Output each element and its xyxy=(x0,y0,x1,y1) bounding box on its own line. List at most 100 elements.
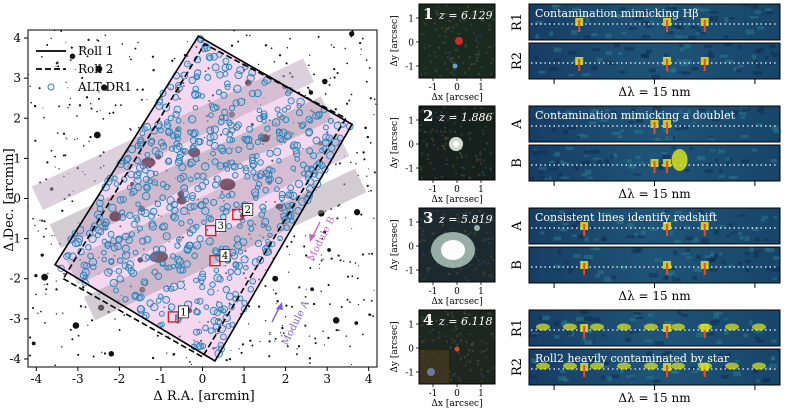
spectrum-noise xyxy=(675,35,684,38)
star-dot xyxy=(129,127,131,130)
alt-source-circle xyxy=(104,241,112,249)
star-dot xyxy=(285,62,288,65)
delta-lambda-label: Δλ = 15 nm xyxy=(618,85,691,99)
alt-source-circle xyxy=(235,146,242,154)
cutout-noise xyxy=(492,219,495,222)
star-dot xyxy=(141,88,144,91)
cutout-noise xyxy=(471,14,474,17)
spectrum-noise xyxy=(726,353,731,357)
star-dot xyxy=(95,65,103,73)
star-dot xyxy=(274,292,277,295)
star-dot xyxy=(280,332,282,334)
spectrum-noise xyxy=(754,328,763,333)
spectrum-noise xyxy=(701,238,709,244)
star-dot xyxy=(64,154,67,157)
spectrum-noise xyxy=(604,159,610,164)
map-x-tick-label: -4 xyxy=(30,372,42,386)
spectrum-noise xyxy=(601,334,607,337)
spectrum-noise xyxy=(668,273,673,278)
alt-source-circle xyxy=(225,63,233,71)
galaxy-blobs xyxy=(109,134,284,263)
spectrum-noise xyxy=(637,235,645,238)
star-dot xyxy=(242,272,245,275)
cutout-noise xyxy=(445,116,448,119)
spectrum-noise xyxy=(763,238,771,241)
cutout-noise xyxy=(421,319,424,322)
spectrum-noise xyxy=(581,14,589,18)
alt-source-circle xyxy=(167,115,174,122)
star-dot xyxy=(72,322,80,329)
star-dot xyxy=(305,288,307,290)
alt-source-circle xyxy=(325,134,333,142)
cutout-noise xyxy=(470,344,473,347)
star-dot xyxy=(35,293,37,296)
cutout-noise xyxy=(482,159,485,162)
alt-source-circle xyxy=(277,235,283,242)
alt-source-circle xyxy=(210,198,218,206)
cutout-noise xyxy=(421,177,424,180)
spectrum-noise xyxy=(722,366,731,371)
spectrum-noise xyxy=(620,129,625,133)
star-dot xyxy=(55,313,58,315)
spectrum-noise xyxy=(771,125,779,130)
star-dot xyxy=(130,129,132,131)
spectrum-noise xyxy=(690,370,698,373)
spectrum-row-label: B xyxy=(510,260,525,270)
spectrum-noise xyxy=(682,44,691,49)
spectrum-noise xyxy=(634,232,639,236)
alt-source-circle xyxy=(305,115,313,123)
spectrum-noise xyxy=(742,4,749,7)
spectrum-noise xyxy=(652,379,661,383)
spectrum-noise xyxy=(599,116,605,120)
cutout-noise xyxy=(419,227,422,230)
star-dot xyxy=(251,344,254,347)
cutout-noise xyxy=(473,232,476,235)
spectrum-noise xyxy=(738,111,747,116)
star-contamination xyxy=(698,362,712,370)
alt-source-circle xyxy=(224,83,231,91)
spectrum-noise xyxy=(538,169,545,174)
cutout-noise xyxy=(429,250,432,253)
alt-source-circle xyxy=(257,170,265,178)
spectrum-noise xyxy=(620,265,628,270)
cutout-noise xyxy=(469,231,472,234)
alt-source-circle xyxy=(222,114,229,121)
spectrum-frame xyxy=(528,207,781,245)
galaxy-blob xyxy=(219,178,236,191)
alt-source-circle xyxy=(233,201,240,208)
cutout-noise xyxy=(432,232,435,235)
module-b-arrowhead-icon xyxy=(309,234,316,242)
cutout-noise xyxy=(475,39,478,42)
spectrum-noise xyxy=(713,311,723,315)
alt-source-circle xyxy=(163,119,170,125)
cutout-y-tick-label: -1 xyxy=(405,63,414,73)
spectrum-noise xyxy=(643,10,649,15)
star-dot xyxy=(349,301,351,303)
star-dot xyxy=(56,61,59,64)
cutout-noise xyxy=(450,346,453,349)
spectrum-noise xyxy=(580,134,589,139)
cutout-noise xyxy=(469,369,472,372)
alt-source-circle xyxy=(228,105,236,112)
star-dot xyxy=(178,335,181,338)
star-dot xyxy=(166,352,168,354)
alt-source-circle xyxy=(88,234,97,244)
alt-source-circle xyxy=(211,158,219,166)
alt-source-circle xyxy=(232,99,240,107)
alt-source-circle xyxy=(187,129,194,136)
star-dot xyxy=(225,272,227,275)
spectrum-noise xyxy=(543,9,549,12)
spectrum-noise xyxy=(658,162,665,168)
spectrum-noise xyxy=(704,162,713,166)
alt-source-circle xyxy=(137,136,145,144)
alt-source-circle xyxy=(157,139,166,147)
star-dot xyxy=(43,116,45,119)
alt-source-circle xyxy=(249,162,257,169)
star-dot xyxy=(173,114,176,117)
spectrum-noise xyxy=(716,340,722,345)
map-y-tick-label: 1 xyxy=(13,151,21,165)
spectrum-noise xyxy=(719,224,725,228)
cutout-noise xyxy=(447,119,450,122)
star-dot xyxy=(31,341,36,346)
alt-source-circle xyxy=(130,220,138,228)
